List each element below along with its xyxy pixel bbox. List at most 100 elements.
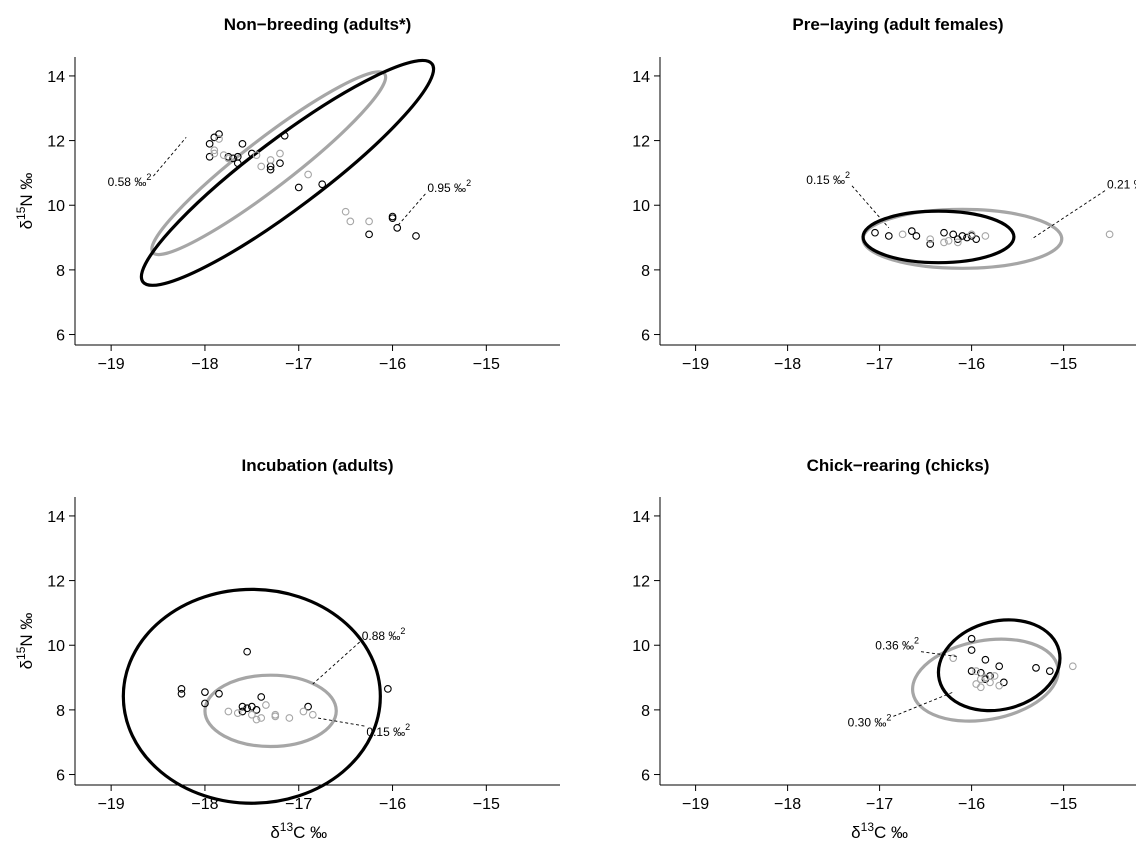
y-tick-label: 12	[632, 134, 650, 151]
black-data-point	[205, 139, 214, 148]
annotation-leader-line	[851, 185, 890, 229]
annotation-value: 0.15 ‰	[806, 173, 845, 187]
y-axis-label-part: N ‰	[17, 613, 36, 647]
black-data-point	[384, 685, 392, 693]
x-tick-label: −16	[958, 796, 985, 813]
grey-data-point	[972, 680, 981, 688]
annotation-leader-line	[396, 193, 426, 227]
black-data-point	[995, 662, 1004, 671]
black-data-point	[238, 702, 247, 711]
annotation-leader-line	[1031, 190, 1106, 240]
annotation-label: 0.15 ‰2	[366, 722, 410, 739]
grey-data-point	[247, 710, 256, 719]
grey-data-point	[967, 230, 976, 239]
black-data-point	[177, 689, 186, 698]
x-tick-label: −15	[1050, 356, 1077, 373]
y-axis-label-part: δ	[17, 220, 36, 229]
black-ellipse	[861, 209, 1016, 265]
grey-data-point	[995, 681, 1004, 690]
x-tick-label: −15	[473, 796, 500, 813]
annotation-superscript: 2	[466, 178, 471, 188]
x-tick-label: −19	[682, 796, 709, 813]
black-data-point	[304, 702, 312, 711]
grey-data-point	[976, 675, 985, 684]
black-data-point	[949, 230, 958, 239]
black-data-point	[926, 240, 935, 248]
panel-title: Pre−laying (adult females)	[792, 15, 1003, 34]
annotation-leader-line	[893, 691, 954, 717]
black-data-point	[201, 699, 209, 708]
y-tick-label: 10	[47, 638, 65, 655]
x-tick-label: −17	[285, 796, 312, 813]
grey-data-point	[210, 146, 219, 155]
black-data-point	[215, 689, 223, 698]
black-data-point	[972, 235, 981, 244]
x-tick-label: −19	[98, 356, 125, 373]
grey-data-point	[285, 714, 294, 722]
annotation-leader-line	[920, 651, 958, 657]
grey-data-point	[949, 654, 958, 663]
annotation-value: 0.21 ‰	[1107, 178, 1136, 192]
black-data-point	[215, 130, 223, 138]
panel-title: Chick−rearing (chicks)	[807, 456, 990, 475]
black-data-point	[940, 228, 948, 237]
grey-data-point	[304, 170, 312, 179]
x-axis-label: δ13C ‰	[270, 820, 327, 841]
annotation-leader-line	[317, 717, 365, 727]
grey-ellipse	[910, 637, 1060, 723]
x-tick-label: −15	[473, 356, 500, 373]
annotation-value: 0.95 ‰	[427, 181, 466, 195]
y-tick-label: 10	[47, 198, 65, 215]
grey-data-point	[252, 151, 261, 159]
black-data-point	[243, 647, 251, 656]
x-tick-label: −16	[379, 356, 406, 373]
annotation-leader-line	[153, 137, 187, 177]
y-tick-label: 14	[47, 69, 65, 86]
x-axis-label-superscript: 13	[861, 820, 875, 834]
black-data-point	[999, 678, 1008, 687]
annotation-label: 0.95 ‰2	[427, 178, 471, 195]
black-data-point	[412, 232, 420, 240]
black-data-point	[871, 228, 879, 237]
black-data-point	[1032, 664, 1040, 672]
black-data-point	[318, 180, 327, 189]
grey-data-point	[976, 683, 985, 692]
grey-data-point	[257, 714, 266, 722]
grey-data-point	[940, 238, 948, 247]
black-data-point	[967, 634, 976, 643]
y-tick-label: 12	[632, 574, 650, 591]
black-data-point	[365, 230, 373, 239]
grey-data-point	[346, 217, 355, 226]
black-data-point	[177, 685, 186, 693]
x-tick-label: −16	[379, 796, 406, 813]
black-data-point	[1045, 667, 1054, 675]
black-data-point	[266, 165, 275, 174]
grey-data-point	[944, 236, 953, 245]
grey-data-point	[299, 707, 308, 716]
y-axis-label: δ15N ‰	[14, 173, 36, 230]
grey-data-point	[986, 678, 994, 687]
grey-data-point	[257, 162, 266, 171]
black-ellipse	[936, 618, 1062, 713]
black-data-point	[238, 707, 247, 716]
x-tick-label: −16	[958, 356, 985, 373]
grey-data-point	[271, 712, 280, 721]
black-data-point	[981, 655, 990, 664]
panel-2: Pre−laying (adult females) 6 8 10 12 14 −19 −18…	[632, 15, 1136, 373]
y-tick-label: 6	[56, 768, 65, 785]
y-tick-label: 8	[56, 263, 65, 280]
annotation-value: 0.30 ‰	[848, 715, 887, 729]
black-ellipse	[121, 587, 382, 805]
panel-title: Incubation (adults)	[241, 456, 393, 475]
grey-data-point	[898, 230, 907, 239]
x-axis-label: δ13C ‰	[851, 820, 908, 841]
y-axis-label-superscript: 15	[14, 206, 28, 220]
y-tick-label: 8	[641, 703, 650, 720]
grey-data-point	[1105, 230, 1114, 239]
black-data-point	[233, 159, 242, 168]
annotation-superscript: 2	[886, 712, 891, 722]
x-axis-label-part: δ	[270, 823, 279, 841]
annotation-value: 0.36 ‰	[875, 639, 914, 653]
grey-data-point	[233, 709, 242, 717]
